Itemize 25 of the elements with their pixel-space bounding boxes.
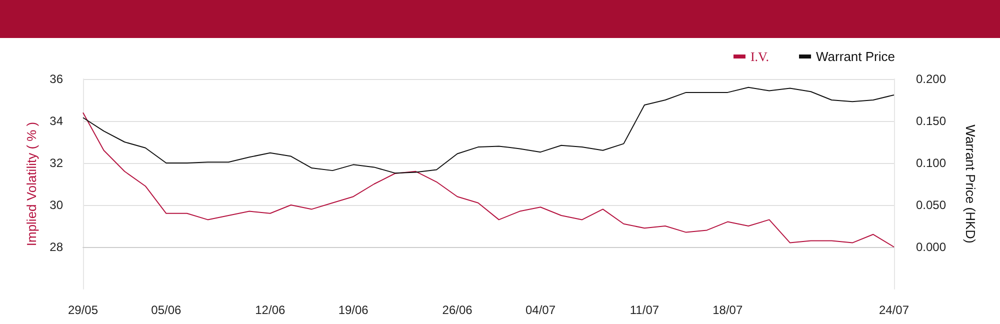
x-tick-label: 19/06 [338, 303, 369, 317]
x-tick-label: 18/07 [712, 303, 743, 317]
line-series [82, 112, 894, 248]
x-tick-label: 05/06 [151, 303, 182, 317]
line-series [82, 86, 894, 174]
legend-label: I.V. [750, 49, 770, 64]
y-tick-label: 36 [50, 72, 64, 86]
y-axis-title: Implied Volatility ( % ) [24, 122, 39, 246]
x-tick-label: 29/05 [68, 303, 98, 317]
legend-label: Warrant Price [816, 49, 896, 64]
x-tick-label: 26/06 [442, 303, 473, 317]
y2-tick-label: 0.100 [916, 156, 946, 170]
y-tick-label: 32 [50, 156, 64, 170]
x-tick-label: 11/07 [630, 303, 660, 317]
y2-tick-label: 0.150 [916, 114, 946, 128]
y2-tick-label: 0.200 [916, 72, 946, 86]
x-tick-label: 12/06 [255, 303, 286, 317]
y2-tick-label: 0.050 [916, 198, 946, 212]
y-tick-label: 28 [50, 240, 64, 254]
x-tick-label: 04/07 [525, 303, 556, 317]
y-tick-label: 30 [50, 198, 64, 212]
y2-tick-label: 0.000 [916, 240, 946, 254]
y2-axis-title: Warrant Price (HKD) [963, 124, 978, 244]
y-tick-label: 34 [50, 114, 64, 128]
x-tick-label: 24/07 [878, 303, 910, 317]
